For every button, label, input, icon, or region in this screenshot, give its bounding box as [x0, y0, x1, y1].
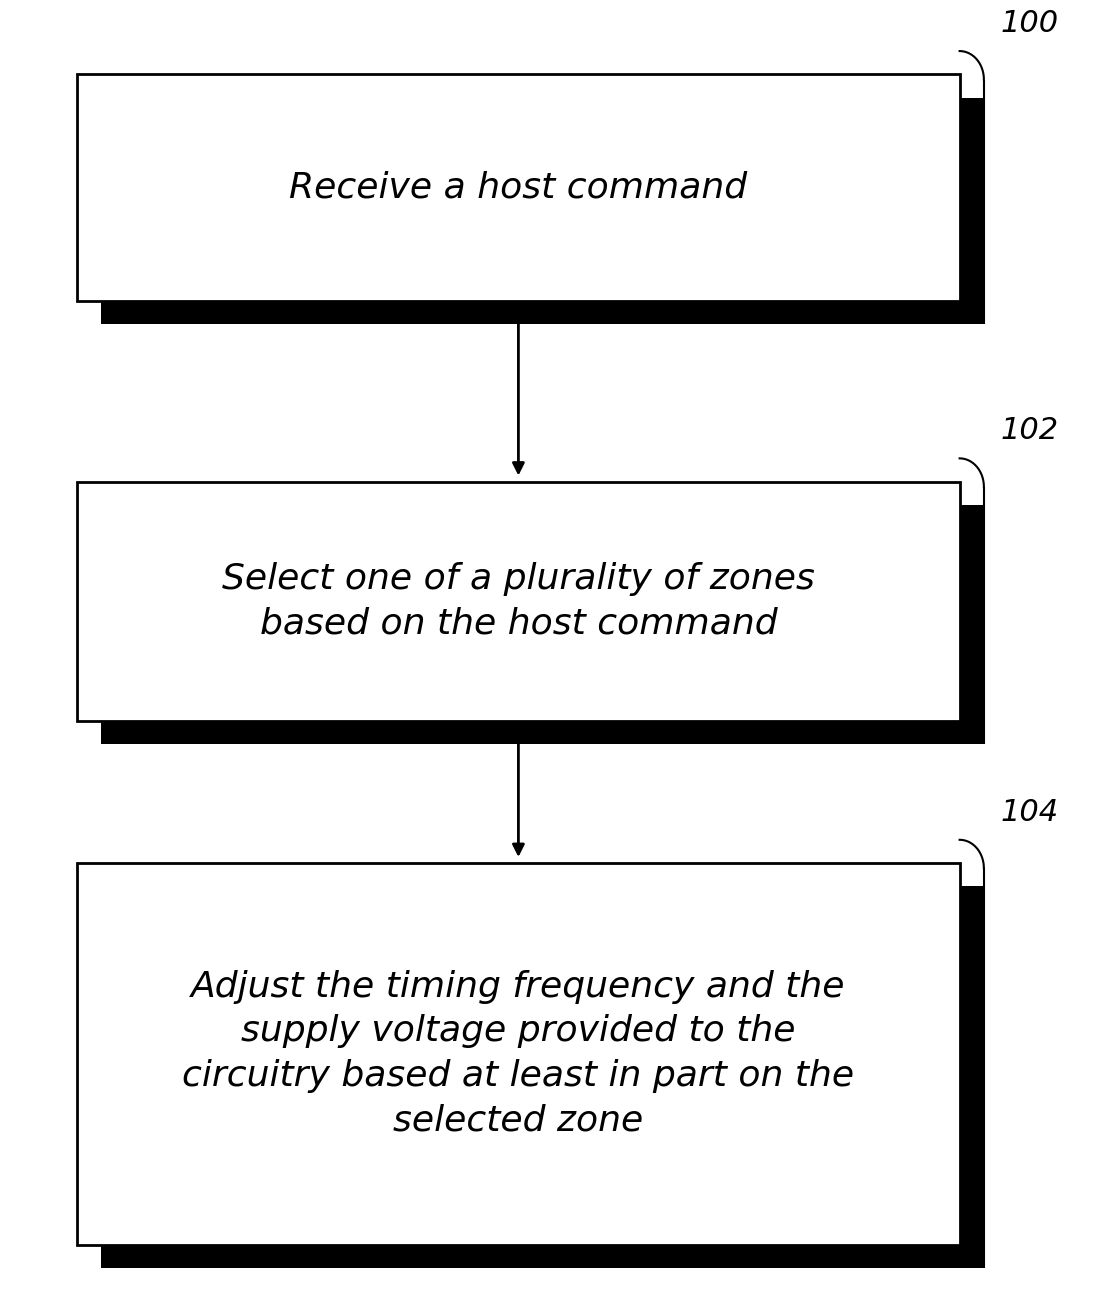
Text: 100: 100 [1000, 9, 1059, 39]
Bar [101, 504, 984, 743]
Text: Adjust the timing frequency and the
supply voltage provided to the
circuitry bas: Adjust the timing frequency and the supp… [182, 970, 855, 1138]
Bar [101, 887, 984, 1267]
Bar [101, 98, 984, 325]
Text: Receive a host command: Receive a host command [289, 171, 748, 204]
Text: Select one of a plurality of zones
based on the host command: Select one of a plurality of zones based… [222, 562, 815, 640]
Bar [77, 74, 960, 301]
Text: 102: 102 [1000, 416, 1059, 445]
Text: 104: 104 [1000, 798, 1059, 828]
Bar [77, 482, 960, 720]
Bar [77, 864, 960, 1244]
